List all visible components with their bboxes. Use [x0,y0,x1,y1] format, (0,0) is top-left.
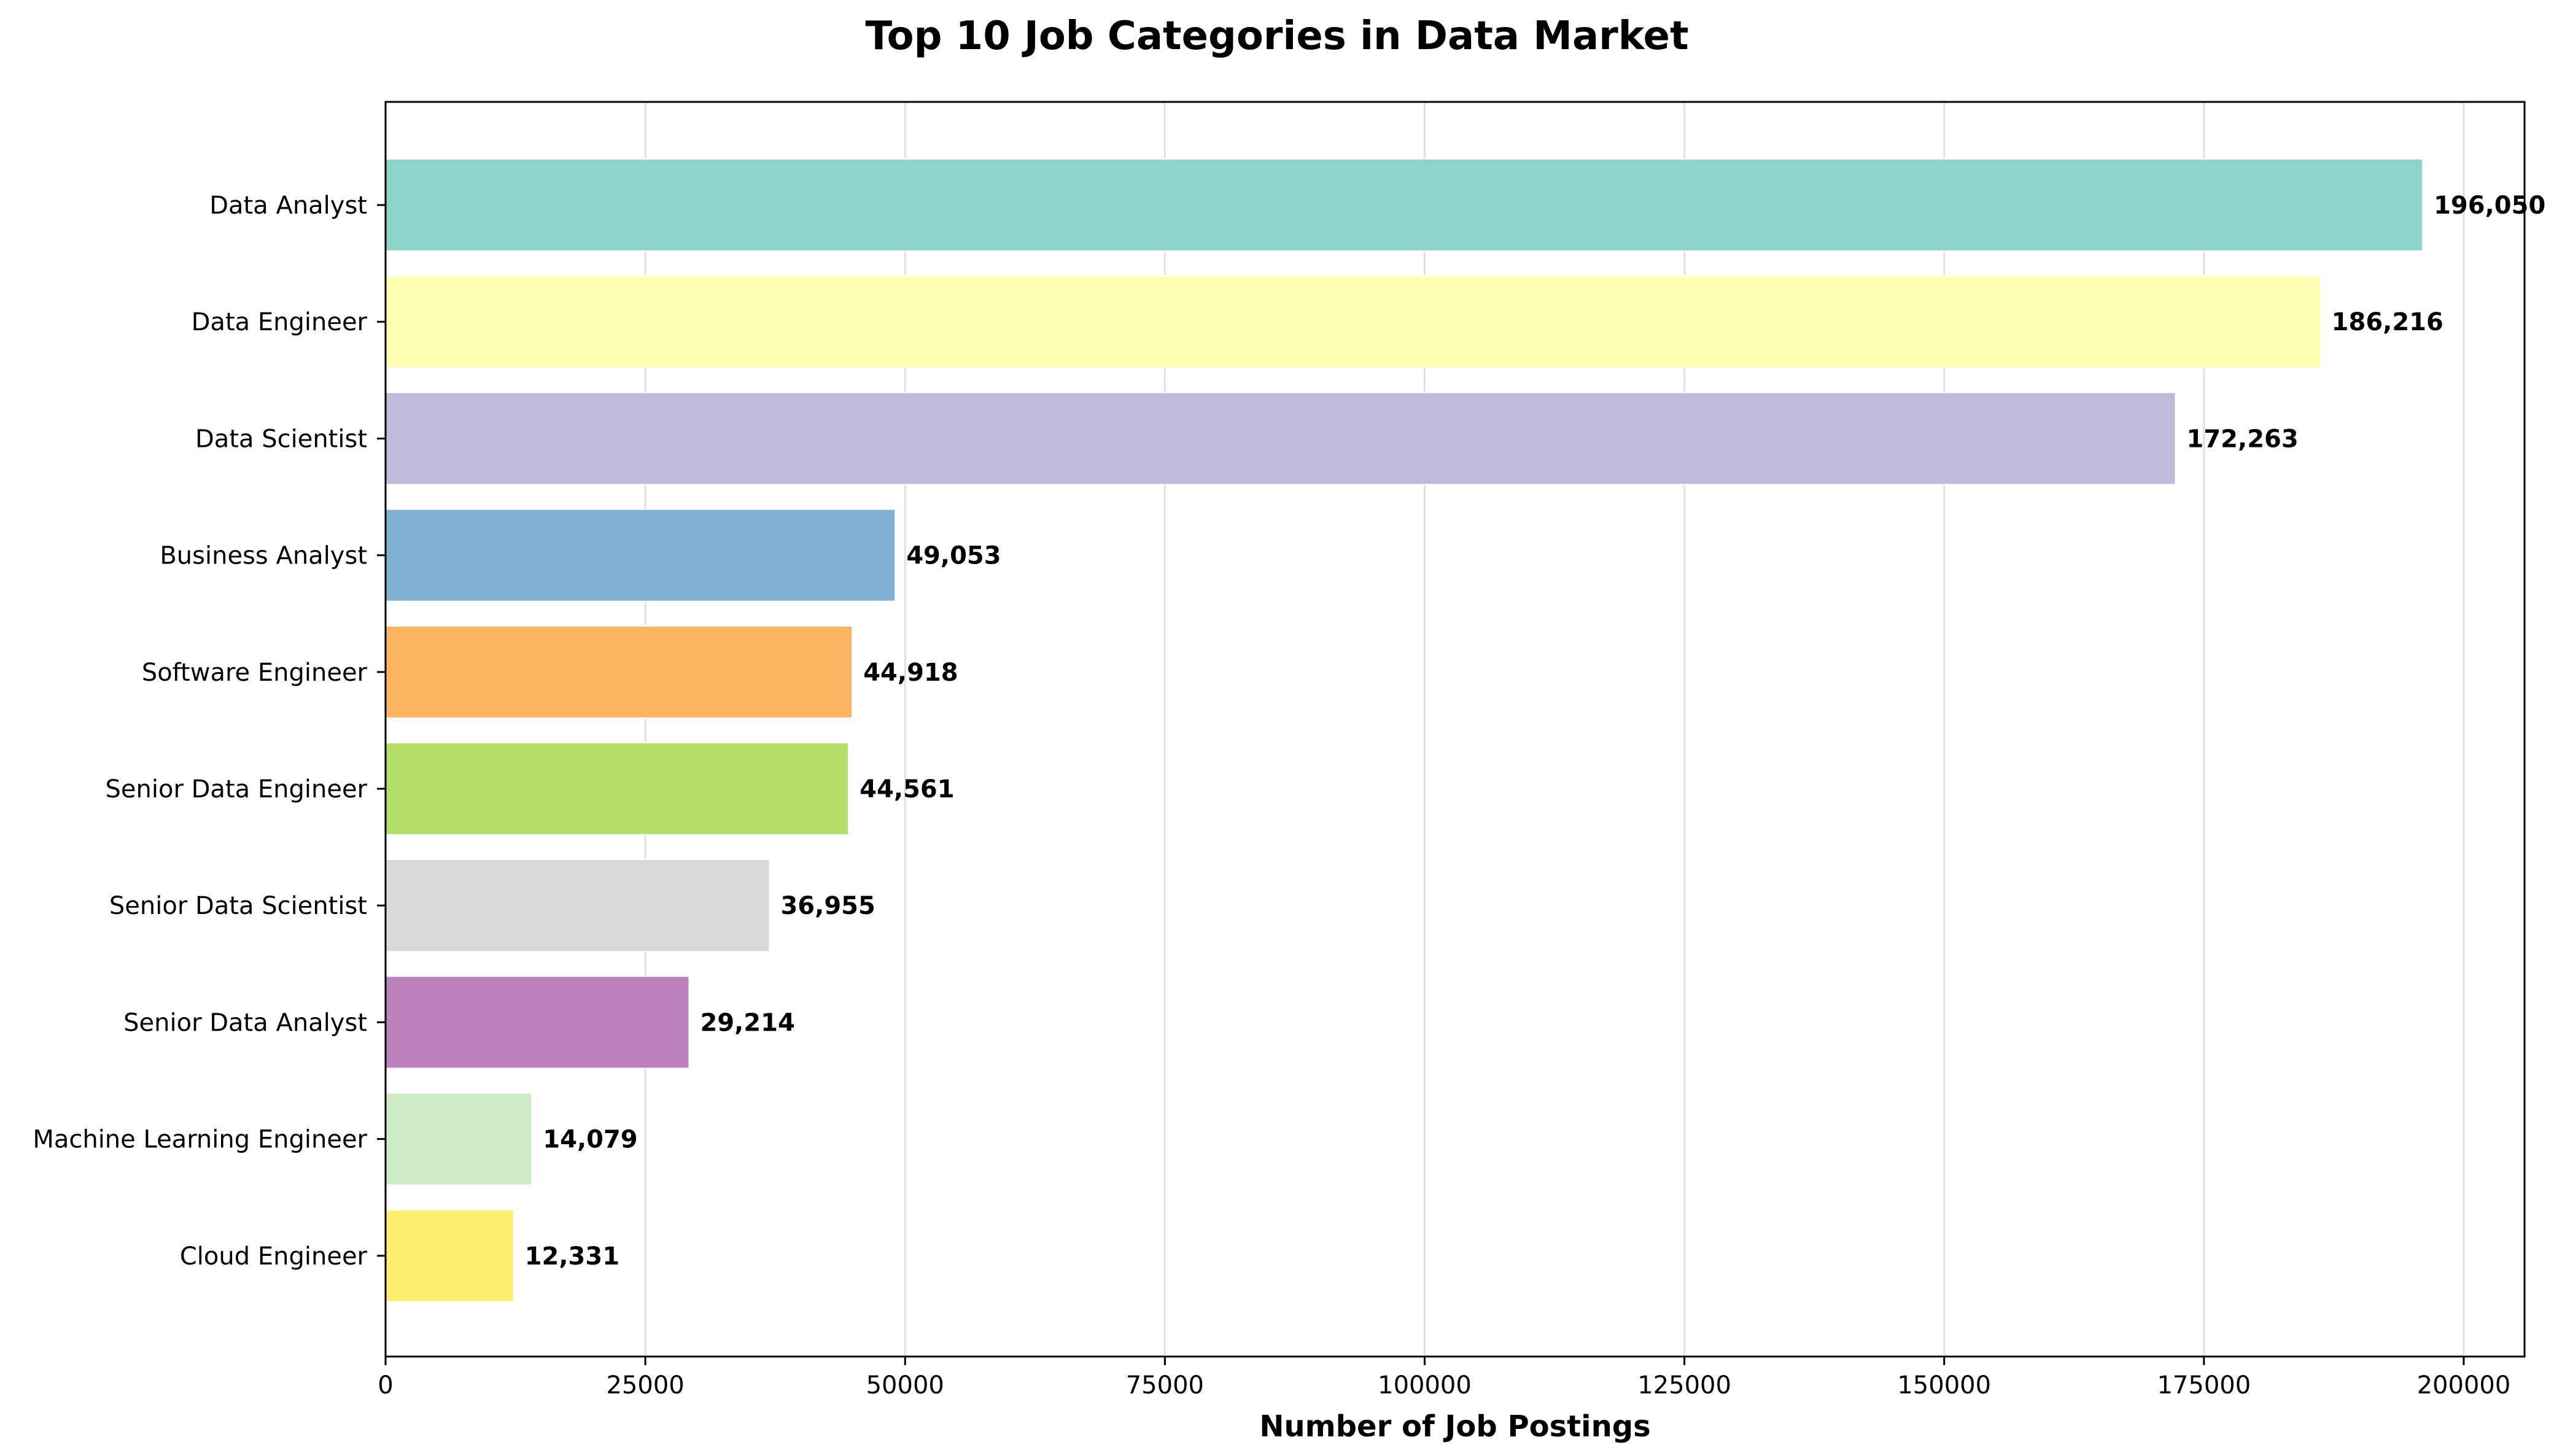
data-label: 49,053 [906,542,1001,570]
x-tick-label: 125000 [1637,1371,1731,1400]
x-axis-ticks: 0 25000 50000 75000 100000 125000 150000 175000… [378,1357,2510,1400]
y-tick-label: Software Engineer [142,659,368,687]
y-tick-label: Senior Data Engineer [106,775,368,804]
data-label: 29,214 [700,1009,794,1037]
bar [385,275,2321,369]
data-label: 196,050 [2434,192,2545,220]
x-tick-label: 25000 [606,1371,684,1400]
data-label: 172,263 [2187,425,2299,453]
data-label: 44,561 [860,775,954,804]
bar [385,625,853,719]
chart-title: Top 10 Job Categories in Data Market [865,14,1688,59]
bar [385,1209,514,1303]
x-tick-label: 150000 [1897,1371,1991,1400]
y-tick-label: Business Analyst [160,542,367,570]
data-label: 44,918 [863,659,958,687]
bar [385,508,896,602]
x-tick-label: 0 [378,1371,393,1400]
bars [385,158,2424,1303]
bar [385,1092,533,1186]
data-label: 14,079 [543,1126,637,1154]
y-tick-label: Data Analyst [209,192,367,220]
y-tick-label: Machine Learning Engineer [33,1126,367,1154]
x-tick-label: 50000 [866,1371,944,1400]
data-labels: 196,050 186,216 172,263 49,053 44,918 44,561 3… [525,192,2546,1271]
bar [385,742,850,835]
bar [385,975,690,1069]
y-axis-ticks: Data Analyst Data Engineer Data Scientist B… [33,192,386,1271]
bar [385,859,770,953]
y-tick-label: Senior Data Analyst [123,1009,367,1037]
y-tick-label: Cloud Engineer [180,1242,368,1271]
plot-frame [384,101,2526,1358]
y-tick-label: Senior Data Scientist [109,892,367,920]
x-axis-label: Number of Job Postings [1259,1409,1650,1444]
data-label: 12,331 [525,1242,619,1271]
y-tick-label: Data Scientist [195,425,367,453]
x-tick-label: 175000 [2157,1371,2251,1400]
y-tick-label: Data Engineer [192,308,368,336]
x-tick-label: 75000 [1126,1371,1204,1400]
bar [385,158,2424,252]
bar [385,392,2176,486]
data-label: 36,955 [780,892,875,920]
x-tick-label: 200000 [2417,1371,2511,1400]
x-tick-label: 100000 [1378,1371,1472,1400]
data-label: 186,216 [2332,308,2443,336]
